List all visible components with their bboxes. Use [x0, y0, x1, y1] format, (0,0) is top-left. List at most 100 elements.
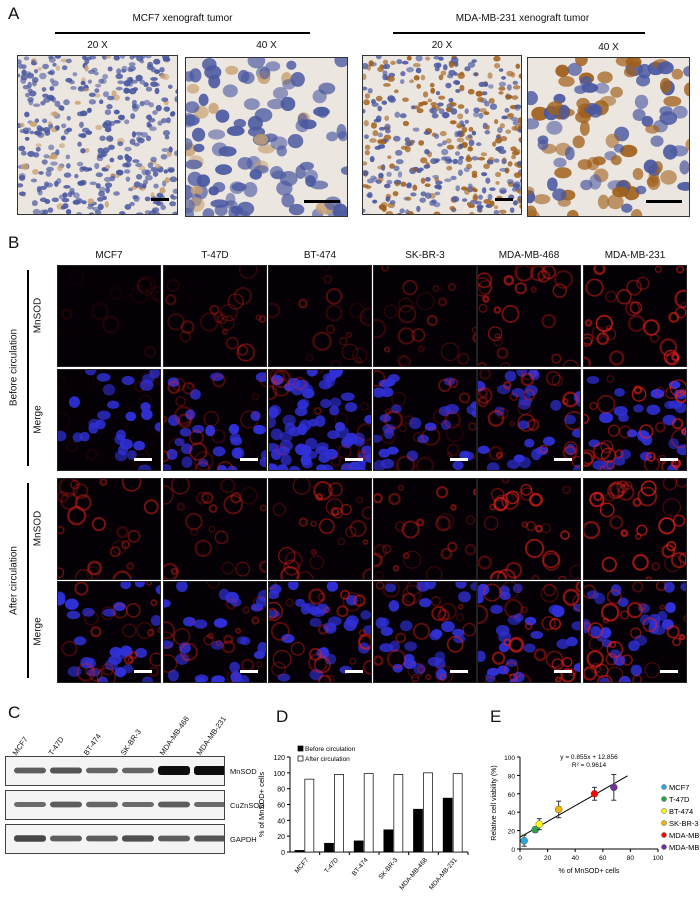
cell-line-label: SK-BR-3: [405, 250, 445, 261]
fit-equation: y = 0.855x + 12.856: [560, 754, 618, 761]
mnsod-image: [57, 265, 161, 367]
blot-label: GAPDH: [230, 835, 257, 844]
mag-label: 40 X: [598, 42, 619, 53]
merge-image: [163, 369, 267, 471]
data-point: [610, 783, 618, 792]
scale-bar: [345, 458, 363, 461]
x-tick-label: 40: [572, 855, 580, 862]
legend-label: SK-BR-3: [669, 819, 699, 828]
cell-line-label: MDA-MB-468: [498, 250, 560, 261]
bar-after: [304, 778, 315, 853]
lane-label: T-47D: [46, 735, 66, 757]
bar-before: [353, 840, 364, 853]
y-tick-label: 120: [273, 755, 285, 762]
legend-label: After circulation: [305, 756, 350, 763]
x-tick-label: MDA-MB-468: [398, 856, 429, 891]
scale-bar: [240, 458, 258, 461]
mnsod-image: [583, 265, 687, 367]
scale-bar: [554, 458, 572, 461]
scale-bar: [495, 198, 513, 201]
group-divider: [55, 32, 310, 34]
scale-bar: [134, 670, 152, 673]
mnsod-image: [268, 265, 372, 367]
x-tick-label: MCF7: [294, 856, 311, 874]
blot-cuznsod: [5, 790, 226, 820]
merge-image: [373, 581, 477, 683]
y-tick-label: 20: [508, 829, 516, 836]
merge-image: [583, 581, 687, 683]
y-tick-label: 0: [281, 850, 285, 857]
merge-image: [583, 369, 687, 471]
scale-bar: [240, 670, 258, 673]
mnsod-image: [57, 478, 161, 580]
scale-bar: [646, 200, 682, 203]
panel-e-label: E: [490, 707, 502, 726]
merge-image: [268, 369, 372, 471]
cell-line-label: T-47D: [201, 250, 229, 261]
merge-image: [268, 581, 372, 683]
bar-after: [452, 773, 463, 853]
scatter-viability-vs-mnsod: 0 20 40 60 80 100 0 20 40 60 80 100 % of MnSOD+ cell…: [491, 754, 700, 875]
scale-bar: [151, 198, 169, 201]
bar-before: [383, 829, 394, 853]
y-tick-label: 20: [277, 834, 285, 841]
mnsod-image: [373, 265, 477, 367]
lane-label: MDA-MB-231: [194, 714, 229, 757]
panel-a-label: A: [8, 4, 20, 23]
merge-image: [477, 581, 581, 683]
y-tick-label: 60: [277, 803, 285, 810]
bar-after: [334, 774, 344, 853]
bar-after: [423, 772, 433, 853]
mnsod-image: [163, 265, 267, 367]
lane-label: SK-BR-3: [118, 727, 143, 757]
mag-label: 40 X: [256, 40, 277, 51]
panel-c-label: C: [8, 703, 21, 722]
y-tick-label: 80: [277, 787, 285, 794]
scale-bar: [450, 670, 468, 673]
legend-label: MDA-MB-468: [669, 831, 700, 840]
scale-bar: [134, 458, 152, 461]
panel-b-label: B: [8, 233, 20, 252]
merge-image: [373, 369, 477, 471]
y-tick-label: 80: [508, 773, 516, 780]
blot-gapdh: [5, 824, 226, 854]
mnsod-image: [477, 265, 581, 367]
bar-before: [442, 797, 453, 853]
scale-bar: [660, 670, 678, 673]
x-tick-label: 0: [518, 855, 522, 862]
data-point: [554, 805, 563, 814]
group-bracket: [27, 483, 29, 678]
bar-chart-mnsod-positive: 0 20 40 60 80 100 120 % of MnSOD+ cells MCF7 T-47…: [257, 745, 469, 891]
lane-label: BT-474: [81, 732, 103, 757]
legend-label: Before circulation: [305, 746, 356, 753]
lane-label: MDA-MB-468: [157, 714, 192, 757]
ihc-micrograph: [185, 57, 348, 217]
legend-marker: [661, 832, 667, 838]
y-tick-label: 100: [273, 771, 285, 778]
legend-marker: [661, 820, 667, 826]
bar-after: [393, 774, 404, 853]
legend-marker: [661, 808, 667, 814]
row-label: Merge: [32, 617, 44, 646]
scale-bar: [554, 670, 572, 673]
x-tick-label: 60: [599, 855, 607, 862]
merge-image: [57, 581, 161, 683]
ihc-micrograph: [362, 55, 522, 215]
row-label: MnSOD: [32, 510, 44, 547]
group-label: After circulation: [8, 545, 20, 615]
x-tick-label: 80: [627, 855, 635, 862]
blot-mnsod: [5, 756, 226, 786]
merge-image: [477, 369, 581, 471]
bar-before: [324, 842, 334, 853]
mnsod-image: [583, 478, 687, 580]
legend-label: T-47D: [669, 795, 690, 804]
bar-before: [294, 850, 305, 853]
cell-line-label: BT-474: [303, 250, 337, 261]
x-tick-label: 100: [653, 855, 664, 862]
row-label: MnSOD: [32, 297, 44, 334]
bar-after: [363, 773, 374, 853]
blot-label: CuZnSOD: [230, 801, 265, 810]
x-tick-label: T-47D: [323, 857, 340, 875]
y-axis-label: Relative cell viability (%): [491, 765, 498, 840]
x-tick-label: BT-474: [351, 857, 370, 878]
